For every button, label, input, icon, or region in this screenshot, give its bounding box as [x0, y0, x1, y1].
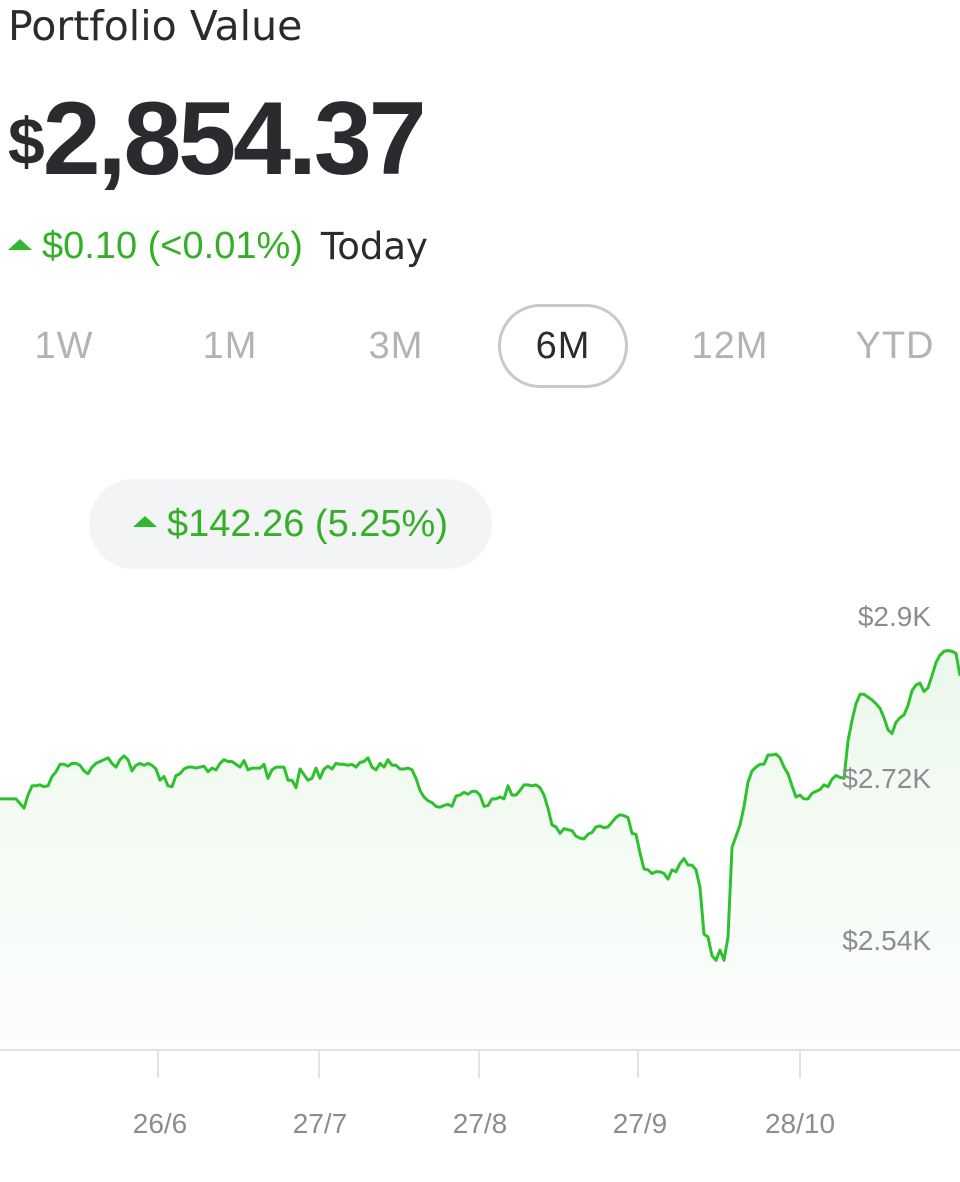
period-change-badge: $142.26 (5.25%)	[89, 479, 492, 569]
x-axis-label: 28/10	[764, 1108, 836, 1139]
today-change-row: $0.10 (<0.01%) Today	[8, 222, 428, 270]
range-tab-12m[interactable]: 12M	[691, 325, 769, 367]
today-change-value: $0.10 (<0.01%)	[42, 224, 303, 267]
portfolio-chart[interactable]	[0, 590, 960, 1090]
chart-series-line	[0, 649, 960, 962]
portfolio-value: $2,854.37	[8, 80, 427, 199]
triangle-up-icon	[8, 238, 32, 250]
x-axis-label: 27/8	[452, 1108, 508, 1139]
range-tab-3m[interactable]: 3M	[368, 325, 424, 367]
page-title: Portfolio Value	[8, 2, 303, 50]
y-axis-label: $2.72K	[842, 763, 931, 794]
range-tab-1w[interactable]: 1W	[34, 325, 94, 367]
y-axis-label: $2.9K	[857, 601, 931, 632]
portfolio-value-amount: 2,854.37	[42, 81, 427, 197]
period-change-value: $142.26 (5.25%)	[167, 502, 448, 545]
currency-symbol: $	[8, 104, 45, 178]
range-tab-ytd[interactable]: YTD	[855, 325, 935, 367]
triangle-up-icon	[133, 515, 157, 527]
range-tab-1m[interactable]: 1M	[202, 325, 258, 367]
x-axis-label: 26/6	[132, 1108, 188, 1139]
range-tab-6m[interactable]: 6M	[498, 304, 628, 388]
chart-area-fill	[0, 650, 960, 1050]
x-axis-label: 27/9	[612, 1108, 668, 1139]
y-axis-label: $2.54K	[842, 925, 931, 956]
today-label: Today	[320, 224, 428, 268]
range-selector: 1W 1M 3M 6M 12M YTD	[0, 304, 960, 388]
x-axis-label: 27/7	[292, 1108, 348, 1139]
